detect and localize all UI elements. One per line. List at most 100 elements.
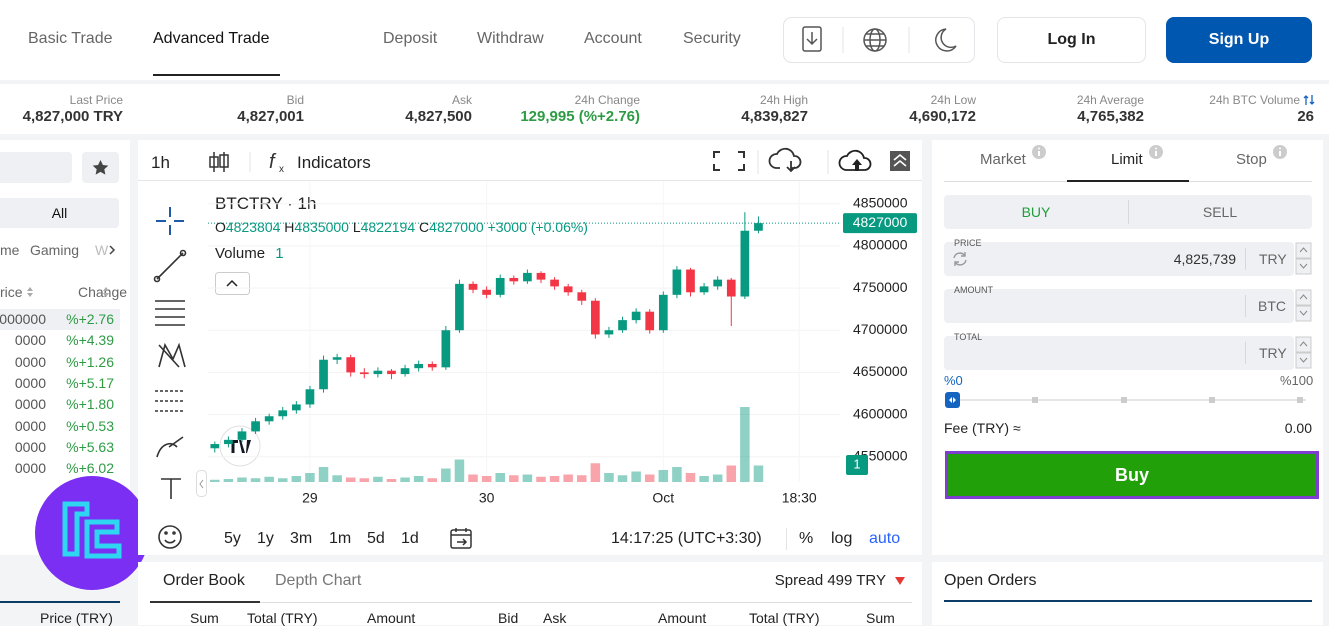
nav-link[interactable]: Withdraw [477, 30, 544, 47]
range-button[interactable]: 1m [329, 530, 352, 547]
percent-toggle[interactable]: % [799, 530, 814, 547]
market-category[interactable]: W [95, 242, 109, 258]
market-category[interactable]: Gaming [30, 242, 80, 258]
order-book-tab[interactable]: Depth Chart [275, 572, 362, 589]
download-chart-icon[interactable] [768, 147, 802, 173]
info-icons [1032, 145, 1287, 159]
market-price[interactable]: 0000 [14, 460, 46, 477]
market-change[interactable]: %+5.17 [66, 374, 114, 391]
prediction-tool[interactable] [155, 390, 185, 412]
legend-toggle[interactable] [215, 272, 251, 296]
order-type-tab[interactable]: Stop [1236, 151, 1267, 168]
refresh-icon[interactable] [951, 250, 969, 268]
range-button[interactable]: 3m [290, 530, 313, 547]
emoji-tool[interactable] [158, 525, 182, 549]
login-button[interactable]: Log In [997, 17, 1146, 63]
market-change[interactable]: %+1.26 [66, 353, 114, 370]
divider [944, 600, 1312, 602]
signup-button[interactable]: Sign Up [1166, 17, 1312, 63]
amount-input[interactable] [944, 289, 1294, 323]
market-category[interactable]: me [0, 242, 20, 258]
candle-style-icon[interactable] [209, 152, 229, 172]
favorite-button[interactable] [82, 152, 119, 183]
market-change[interactable]: %+0.53 [66, 417, 114, 434]
order-book-column: Amount [367, 610, 416, 626]
market-price[interactable]: 0000 [14, 353, 46, 370]
price-input[interactable] [944, 242, 1294, 276]
tradingview-badge[interactable] [218, 424, 262, 468]
market-price[interactable]: 0000 [14, 396, 46, 413]
market-change[interactable]: %+1.80 [66, 396, 114, 413]
market-change[interactable]: %+2.76 [66, 311, 114, 327]
range-button[interactable]: 1d [401, 530, 419, 547]
upload-chart-icon[interactable] [838, 149, 872, 171]
ticker-value: 129,995 (%+2.76) [520, 108, 640, 125]
fx-icon: x [279, 164, 284, 175]
steppers[interactable] [1295, 242, 1313, 372]
ticker-value: 4,690,172 [909, 108, 976, 125]
order-type-tab[interactable]: Market [980, 151, 1026, 168]
swap-icon[interactable] [1303, 94, 1315, 106]
unit: TRY [1259, 345, 1287, 361]
crosshair-tool[interactable] [156, 207, 184, 235]
market-price[interactable]: 0000 [14, 417, 46, 434]
language-icon[interactable] [863, 28, 887, 52]
brand-logo [35, 476, 149, 590]
text-tool[interactable] [161, 478, 181, 499]
auto-toggle[interactable]: auto [869, 530, 901, 547]
fib-tool[interactable] [155, 300, 185, 326]
order-type-tab[interactable]: Limit [1111, 151, 1143, 168]
market-price[interactable]: 0000 [14, 438, 46, 455]
market-price[interactable]: 000000 [0, 311, 46, 327]
interval-button[interactable]: 1h [151, 153, 170, 172]
nav-link[interactable]: Deposit [383, 30, 438, 47]
market-change[interactable]: %+6.02 [66, 460, 114, 477]
price-value: 4,825,739 [1173, 251, 1236, 267]
indicators-button[interactable]: Indicators [297, 153, 371, 172]
column-header[interactable]: rice [0, 284, 23, 300]
scroll-arrow[interactable] [108, 244, 116, 256]
nav-tab[interactable]: Basic Trade [28, 30, 113, 47]
range-button[interactable]: 5y [224, 530, 241, 547]
divider [1245, 295, 1246, 317]
nav-tab[interactable]: Advanced Trade [153, 30, 270, 47]
total-input[interactable] [944, 336, 1294, 370]
all-filter[interactable]: All [0, 198, 119, 228]
pattern-tool[interactable] [158, 342, 186, 368]
market-price[interactable]: 0000 [14, 374, 46, 391]
chart-panel [138, 140, 922, 555]
scroll-handle[interactable] [196, 470, 208, 498]
volume-value: 1 [275, 245, 284, 262]
fx-icon[interactable]: f [269, 151, 277, 173]
range-button[interactable]: 1y [257, 530, 274, 547]
ticker-label: Bid [286, 93, 304, 107]
fullscreen-icon[interactable] [713, 151, 745, 171]
log-toggle[interactable]: log [831, 530, 853, 547]
search-box[interactable] [0, 152, 72, 183]
range-button[interactable]: 5d [367, 530, 385, 547]
nav-link[interactable]: Security [683, 30, 741, 47]
market-change[interactable]: %+4.39 [66, 332, 114, 349]
amount-slider[interactable] [944, 390, 1312, 410]
date-range-icon[interactable] [449, 527, 475, 551]
ticker-label: 24h High [759, 93, 808, 107]
ohlc-key: H [284, 219, 295, 235]
open-orders-title: Open Orders [944, 572, 1037, 589]
market-change[interactable]: %+5.63 [66, 438, 114, 455]
buy-button[interactable]: Buy [945, 451, 1319, 499]
brush-tool[interactable] [156, 436, 184, 458]
buy-tab[interactable]: BUY [1021, 204, 1051, 220]
trend-line-tool[interactable] [156, 252, 184, 280]
sell-tab[interactable]: SELL [1202, 204, 1238, 220]
column-header[interactable]: Change [78, 284, 128, 300]
theme-icon[interactable] [935, 28, 957, 52]
order-book-tab[interactable]: Order Book [163, 572, 245, 589]
field-label: TOTAL [954, 332, 983, 342]
nav-link[interactable]: Account [584, 30, 642, 47]
ticker-label: 24h BTC Volume [1209, 93, 1300, 107]
order-book-column: Total (TRY) [749, 610, 820, 626]
download-icon[interactable] [802, 26, 822, 52]
market-price[interactable]: 0000 [14, 332, 46, 349]
sort-icons [27, 287, 109, 297]
